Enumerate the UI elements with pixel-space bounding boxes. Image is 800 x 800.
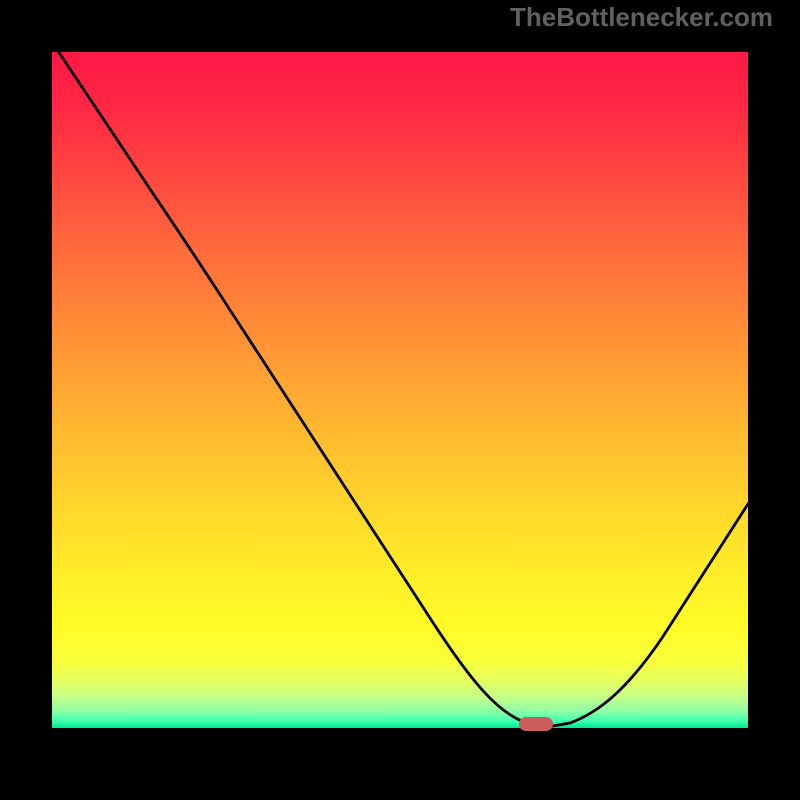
bottleneck-chart-svg [0,0,800,800]
optimal-marker [519,717,553,731]
gradient-background [52,52,748,728]
watermark-label: TheBottlenecker.com [510,2,773,33]
